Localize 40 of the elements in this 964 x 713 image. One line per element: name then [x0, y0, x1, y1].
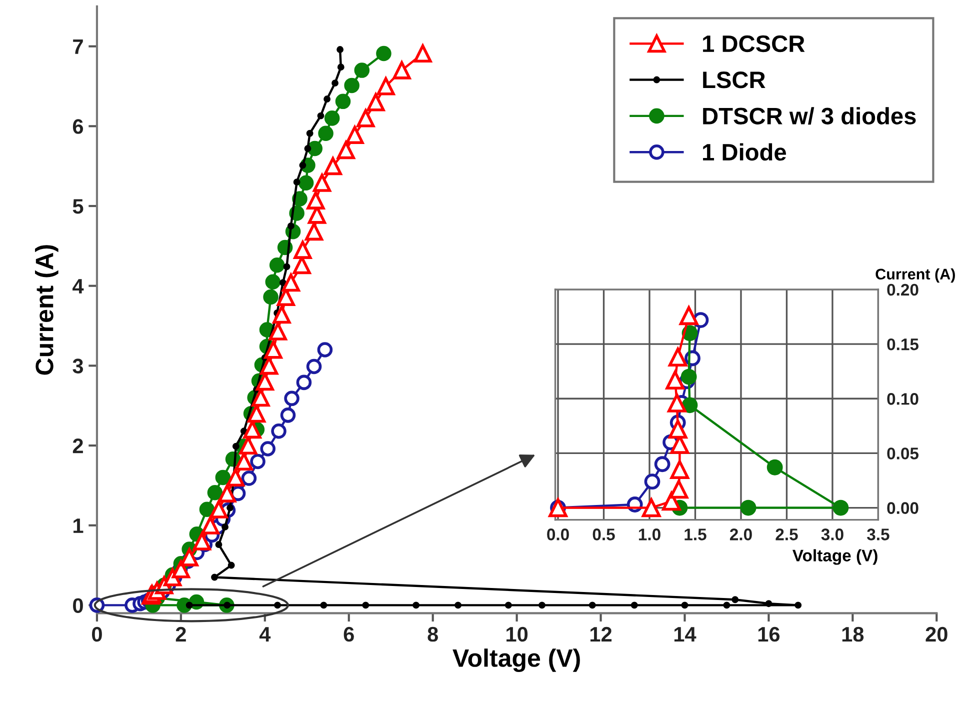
x-tick-label: 0 — [92, 626, 102, 642]
legend-label: 1 DCSCR — [703, 35, 805, 52]
x-tick-label: 8 — [428, 626, 438, 642]
y-tick-label: 0.10 — [887, 393, 918, 405]
x-tick-label: 6 — [344, 626, 354, 642]
legend-label: LSCR — [703, 72, 766, 88]
x-axis-title: Voltage (V) — [452, 648, 580, 672]
x-tick-label: 3.0 — [821, 528, 844, 540]
x-tick-label: 2.0 — [730, 528, 752, 540]
y-tick-label: 0.20 — [887, 284, 918, 296]
y-tick-label: 5 — [72, 199, 84, 214]
x-tick-label: 0.0 — [547, 528, 569, 540]
x-tick-label: 10 — [506, 626, 528, 642]
y-tick-label: 2 — [72, 438, 83, 454]
y-tick-label: 0.00 — [887, 502, 918, 514]
y-tick-label: 7 — [73, 40, 83, 54]
legend-label: 1 Diode — [703, 143, 786, 161]
x-tick-label: 14 — [674, 627, 696, 642]
y-tick-label: 3 — [72, 358, 84, 374]
y-tick-label: 0 — [73, 598, 83, 613]
y-tick-label: 6 — [72, 119, 84, 134]
x-tick-label: 3.5 — [867, 528, 890, 540]
x-tick-label: 18 — [842, 626, 864, 642]
y-tick-label: 0.05 — [887, 448, 919, 460]
x-tick-label: 1.0 — [638, 528, 660, 540]
x-tick-label: 4 — [259, 627, 271, 642]
y-axis-title: Current (A) — [876, 268, 955, 283]
x-tick-label: 2 — [176, 626, 186, 642]
x-tick-label: 12 — [590, 626, 612, 642]
y-axis-title: Current (A) — [35, 245, 58, 375]
x-tick-label: 1.5 — [684, 528, 706, 540]
x-tick-label: 0.5 — [592, 528, 615, 540]
y-tick-label: 1 — [74, 518, 84, 533]
x-tick-label: 16 — [758, 626, 780, 642]
y-tick-label: 4 — [72, 279, 84, 294]
y-tick-label: 0.15 — [887, 338, 919, 350]
legend-label: DTSCR w/ 3 diodes — [703, 107, 916, 125]
x-tick-label: 2.5 — [776, 528, 798, 540]
x-axis-title: Voltage (V) — [792, 549, 878, 565]
x-tick-label: 20 — [926, 626, 948, 642]
